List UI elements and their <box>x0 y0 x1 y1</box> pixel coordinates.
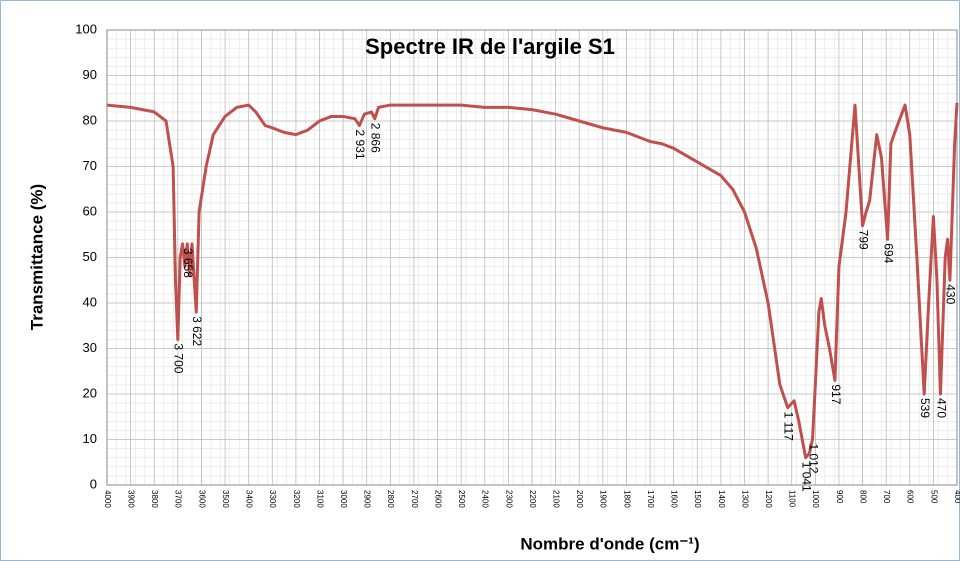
x-tick-label: 2700 <box>410 490 419 508</box>
y-tick-label: 20 <box>83 385 97 400</box>
peak-label: 694 <box>881 243 895 263</box>
x-tick-label: 2300 <box>504 490 513 508</box>
y-tick-label: 40 <box>83 294 97 309</box>
x-tick-label: 2800 <box>386 490 395 508</box>
chart-title: Spectre IR de l'argile S1 <box>365 34 615 59</box>
x-tick-label: 2500 <box>457 490 466 508</box>
peak-label: 1 041 <box>799 462 813 492</box>
x-tick-label: 1500 <box>693 490 702 508</box>
x-tick-label: 2200 <box>528 490 537 508</box>
x-tick-label: 3600 <box>197 490 206 508</box>
x-tick-label: 3500 <box>221 490 230 508</box>
y-tick-label: 10 <box>83 431 97 446</box>
y-tick-label: 30 <box>83 340 97 355</box>
x-axis-label: Nombre d'onde (cm⁻¹) <box>520 534 699 553</box>
x-tick-label: 3000 <box>339 490 348 508</box>
x-tick-label: 1800 <box>622 490 631 508</box>
x-tick-label: 600 <box>906 490 915 504</box>
y-tick-label: 0 <box>90 476 97 491</box>
peak-label: 539 <box>918 398 932 418</box>
x-tick-label: 2900 <box>363 490 372 508</box>
peak-label: 799 <box>856 230 870 250</box>
x-tick-label: 1200 <box>764 490 773 508</box>
x-tick-label: 3100 <box>315 490 324 508</box>
x-tick-label: 4000 <box>103 490 112 508</box>
peak-label: 1 012 <box>806 444 820 474</box>
y-tick-label: 60 <box>83 203 97 218</box>
y-tick-label: 100 <box>75 21 97 36</box>
x-tick-label: 1300 <box>740 490 749 508</box>
peak-label: 3 700 <box>172 343 186 373</box>
x-tick-label: 800 <box>858 490 867 504</box>
x-tick-label: 1600 <box>670 490 679 508</box>
x-tick-label: 1100 <box>788 490 797 508</box>
y-tick-label: 80 <box>83 112 97 127</box>
x-tick-label: 500 <box>929 490 938 504</box>
spectrum-line <box>106 102 959 460</box>
x-tick-label: 700 <box>882 490 891 504</box>
peak-label: 3 658 <box>181 248 195 278</box>
peak-label: 2 931 <box>353 130 367 160</box>
peak-label: 430 <box>944 284 958 304</box>
x-tick-label: 3200 <box>292 490 301 508</box>
y-tick-label: 70 <box>83 158 97 173</box>
peak-label: 3 622 <box>190 316 204 346</box>
plot-border <box>106 29 958 486</box>
x-tick-label: 2100 <box>552 490 561 508</box>
peak-label: 470 <box>934 398 948 418</box>
peak-label: 917 <box>829 384 843 404</box>
x-tick-label: 1400 <box>717 490 726 508</box>
x-tick-label: 900 <box>835 490 844 504</box>
x-tick-label: 3700 <box>174 490 183 508</box>
x-tick-label: 2600 <box>433 490 442 508</box>
y-tick-label: 50 <box>83 249 97 264</box>
x-tick-label: 1900 <box>599 490 608 508</box>
y-axis-label: Transmittance (%) <box>27 184 46 330</box>
x-tick-label: 3300 <box>268 490 277 508</box>
x-tick-label: 1700 <box>646 490 655 508</box>
x-tick-label: 3900 <box>127 490 136 508</box>
peak-label: 1 117 <box>782 412 796 441</box>
x-tick-label: 3400 <box>245 490 254 508</box>
x-tick-label: 2400 <box>481 490 490 508</box>
x-tick-label: 1000 <box>811 490 820 508</box>
x-tick-label: 3800 <box>150 490 159 508</box>
peak-label: 2 866 <box>369 123 383 153</box>
x-tick-label: 400 <box>953 490 960 504</box>
y-tick-label: 90 <box>83 67 97 82</box>
x-tick-label: 2000 <box>575 490 584 508</box>
